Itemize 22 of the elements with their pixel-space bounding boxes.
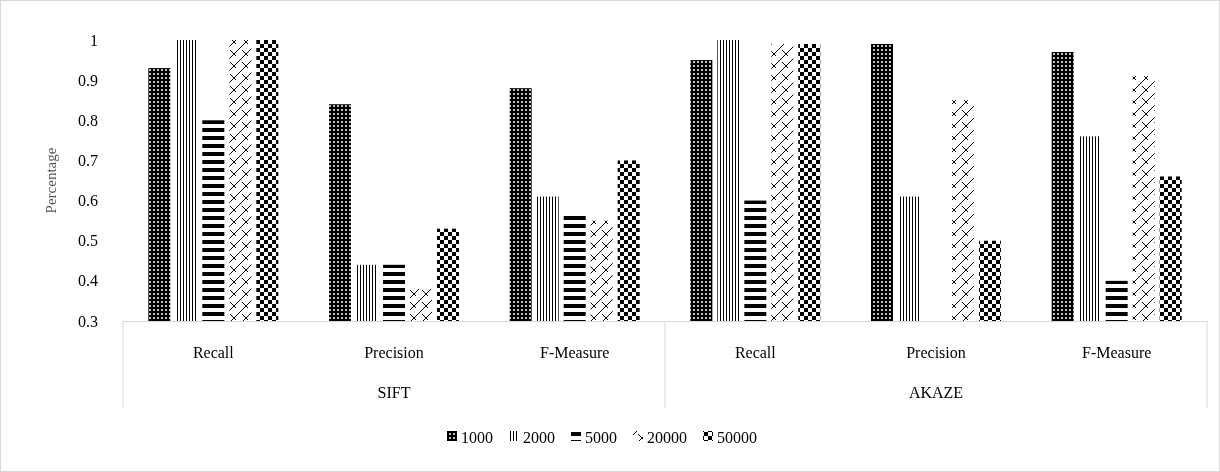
legend-label: 50000 [717,428,757,446]
y-tick-label: 0.9 [78,71,98,89]
x-tick-label: Precision [906,344,966,361]
x-tick-label: Recall [734,344,777,361]
y-axis-title: Percentage [43,147,59,214]
x-tick-label: Precision [364,344,424,361]
y-tick-label: 0.3 [78,312,98,330]
y-tick-label: 0.8 [78,111,98,129]
legend-label: 20000 [647,428,687,446]
x-tick-label: F-Measure [540,344,610,361]
y-tick-label: 1 [90,31,98,49]
x-tick-label: Recall [192,344,235,361]
y-tick-label: 0.5 [78,232,98,250]
y-tick-label: 0.6 [78,192,98,210]
y-tick-label: 0.7 [78,152,98,170]
x-tick-label: F-Measure [1082,344,1152,361]
text: AKAZE [908,384,964,401]
y-tick-label: 0.4 [78,272,98,290]
legend-label: 5000 [585,428,617,446]
legend-label: 2000 [523,428,555,446]
legend-label: 1000 [461,428,493,446]
text: SIFT [377,384,411,401]
